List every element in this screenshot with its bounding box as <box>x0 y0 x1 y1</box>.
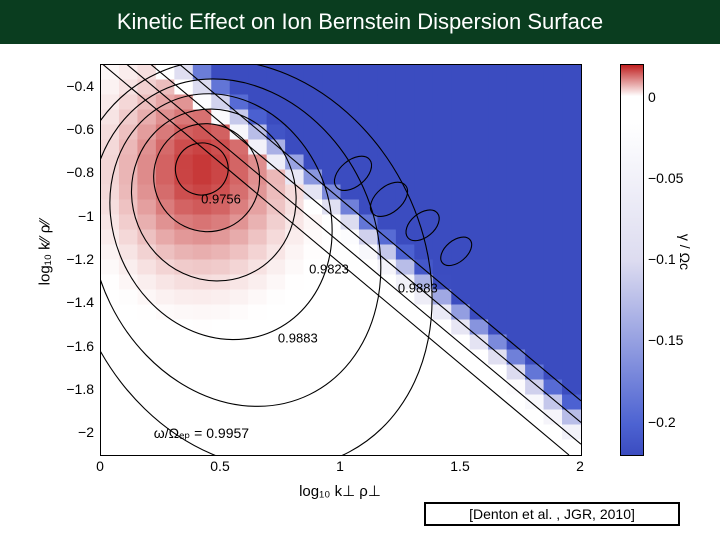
figure: 0.9756 0.9823 0.9883 0.9883 ω/Ωₑₚ = 0.9957 l… <box>30 54 690 520</box>
y-tick: −2 <box>34 424 94 440</box>
x-tick: 1 <box>336 458 344 474</box>
y-tick: −1.2 <box>34 251 94 267</box>
y-tick: −1.8 <box>34 381 94 397</box>
contour-label: 0.9823 <box>309 261 349 276</box>
colorbar-canvas <box>621 65 643 455</box>
y-tick: −0.8 <box>34 164 94 180</box>
colorbar <box>620 64 644 456</box>
contour-label: 0.9756 <box>201 192 241 207</box>
y-tick: −1.6 <box>34 338 94 354</box>
x-tick: 0 <box>96 458 104 474</box>
slide-title-bar: Kinetic Effect on Ion Bernstein Dispersi… <box>0 0 720 44</box>
citation-text: [Denton et al. , JGR, 2010] <box>469 506 635 522</box>
colorbar-tick: −0.2 <box>648 414 676 430</box>
x-tick: 2 <box>576 458 584 474</box>
x-tick: 1.5 <box>450 458 469 474</box>
citation-box: [Denton et al. , JGR, 2010] <box>424 502 680 526</box>
heatmap-plot: 0.9756 0.9823 0.9883 0.9883 ω/Ωₑₚ = 0.9957 <box>100 64 582 456</box>
colorbar-label: γ / Ωc <box>677 57 693 447</box>
y-tick: −1 <box>34 208 94 224</box>
colorbar-tick: −0.15 <box>648 332 683 348</box>
colorbar-tick: −0.05 <box>648 170 683 186</box>
y-tick: −0.4 <box>34 78 94 94</box>
x-tick: 0.5 <box>210 458 229 474</box>
x-axis-label: log₁₀ k⊥ ρ⊥ <box>100 482 580 500</box>
slide-title: Kinetic Effect on Ion Bernstein Dispersi… <box>117 9 603 35</box>
colorbar-tick: 0 <box>648 89 656 105</box>
omega-annotation: ω/Ωₑₚ = 0.9957 <box>154 425 249 442</box>
colorbar-tick: −0.1 <box>648 251 676 267</box>
contour-label: 0.9883 <box>278 331 318 346</box>
y-tick: −0.6 <box>34 121 94 137</box>
contour-canvas <box>101 65 581 455</box>
y-tick: −1.4 <box>34 294 94 310</box>
contour-label: 0.9883 <box>398 281 438 296</box>
